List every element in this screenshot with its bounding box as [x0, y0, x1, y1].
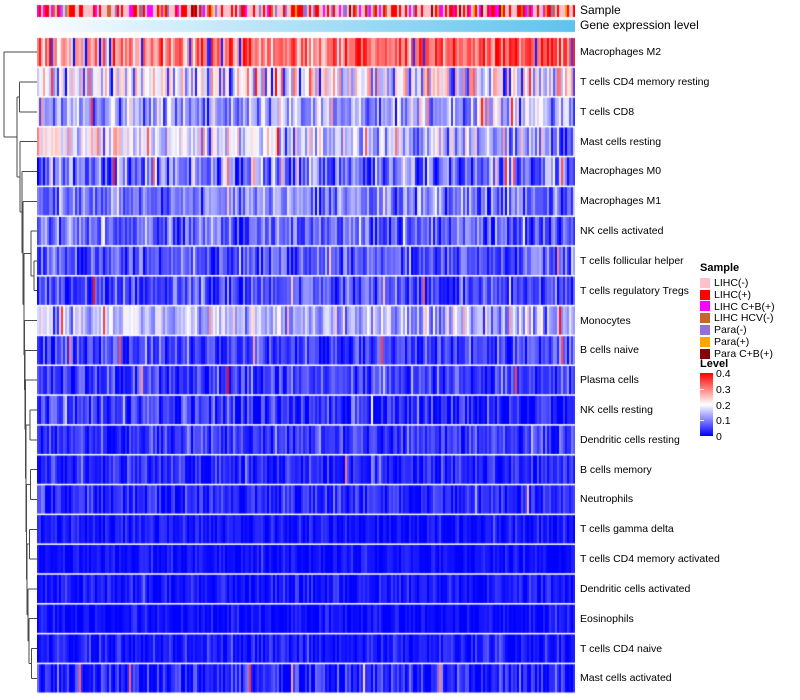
row-label: T cells CD4 memory activated	[580, 553, 720, 566]
row-label: T cells CD8	[580, 105, 635, 118]
legend-entry-label: Para C+B(+)	[714, 347, 773, 360]
legend-entry-label: LIHC(+)	[714, 288, 752, 301]
row-label: Macrophages M2	[580, 46, 662, 59]
sample-legend-entry: LIHC(-)	[700, 277, 775, 289]
row-label: Neutrophils	[580, 493, 634, 506]
legend-color-swatch	[700, 313, 710, 324]
sample-legend-entry: Para C+B(+)	[700, 348, 775, 360]
legend-entry-label: Para(+)	[714, 335, 750, 348]
row-label: NK cells resting	[580, 403, 653, 416]
row-label: T cells gamma delta	[580, 523, 674, 536]
heatmap-canvas	[37, 0, 575, 700]
sample-legend-title: Sample	[700, 262, 740, 274]
sample-legend-entry: LIHC C+B(+)	[700, 301, 775, 313]
legend-color-swatch	[700, 277, 710, 288]
level-tick-label: 0.1	[716, 415, 731, 428]
row-label: Dendritic cells resting	[580, 433, 680, 446]
legend-entry-label: LIHC(-)	[714, 276, 749, 289]
annotation-label-gene-expression: Gene expression level	[580, 18, 699, 32]
level-legend-title: Level	[700, 358, 729, 370]
sample-legend-entry: Para(-)	[700, 324, 775, 336]
row-label: Dendritic cells activated	[580, 582, 691, 595]
level-tick-mark	[700, 404, 704, 406]
legend-entry-label: LIHC C+B(+)	[714, 300, 775, 313]
level-tick-mark	[700, 420, 704, 422]
sample-legend-entry: LIHC HCV(-)	[700, 312, 775, 324]
row-label: T cells regulatory Tregs	[580, 284, 689, 297]
row-label: NK cells activated	[580, 225, 664, 238]
level-tick-label: 0.3	[716, 383, 731, 396]
legend-entry-label: LIHC HCV(-)	[714, 312, 774, 325]
legend-color-swatch	[700, 301, 710, 312]
sample-legend-entry: LIHC(+)	[700, 289, 775, 301]
level-legend: Level 0.4 0.3 0.2 0.1 0	[700, 358, 760, 443]
sample-legend-entry: Para(+)	[700, 336, 775, 348]
level-tick-label: 0.4	[716, 368, 731, 380]
row-label: Eosinophils	[580, 612, 634, 625]
sample-legend-entries: LIHC(-) LIHC(+) LIHC C+B(+) LIHC HCV(-) Para…	[700, 277, 775, 360]
annotation-label-sample: Sample	[580, 3, 621, 17]
row-label: T cells CD4 memory resting	[580, 75, 710, 88]
legend-entry-label: Para(-)	[714, 324, 747, 337]
row-label: Monocytes	[580, 314, 631, 327]
row-label: B cells memory	[580, 463, 652, 476]
row-label: Macrophages M0	[580, 165, 662, 178]
legend-color-swatch	[700, 325, 710, 336]
row-label: T cells CD4 naive	[580, 642, 663, 655]
row-label: Plasma cells	[580, 374, 639, 387]
sample-legend: Sample LIHC(-) LIHC(+) LIHC C+B(+) LIHC HCV…	[700, 262, 775, 360]
level-tick-label: 0	[716, 431, 722, 443]
level-tick-mark	[700, 388, 704, 390]
level-legend-gradient-bar	[700, 373, 713, 436]
dendrogram	[3, 51, 37, 679]
row-label: T cells follicular helper	[580, 254, 684, 267]
level-tick-label: 0.2	[716, 399, 731, 412]
legend-color-swatch	[700, 289, 710, 300]
legend-color-swatch	[700, 348, 710, 359]
legend-color-swatch	[700, 336, 710, 347]
row-label: Mast cells activated	[580, 672, 672, 685]
row-label: Macrophages M1	[580, 195, 662, 208]
level-legend-gradient-wrap: 0.4 0.3 0.2 0.1 0	[700, 369, 760, 443]
row-label: Mast cells resting	[580, 135, 662, 148]
row-label: B cells naive	[580, 344, 639, 357]
